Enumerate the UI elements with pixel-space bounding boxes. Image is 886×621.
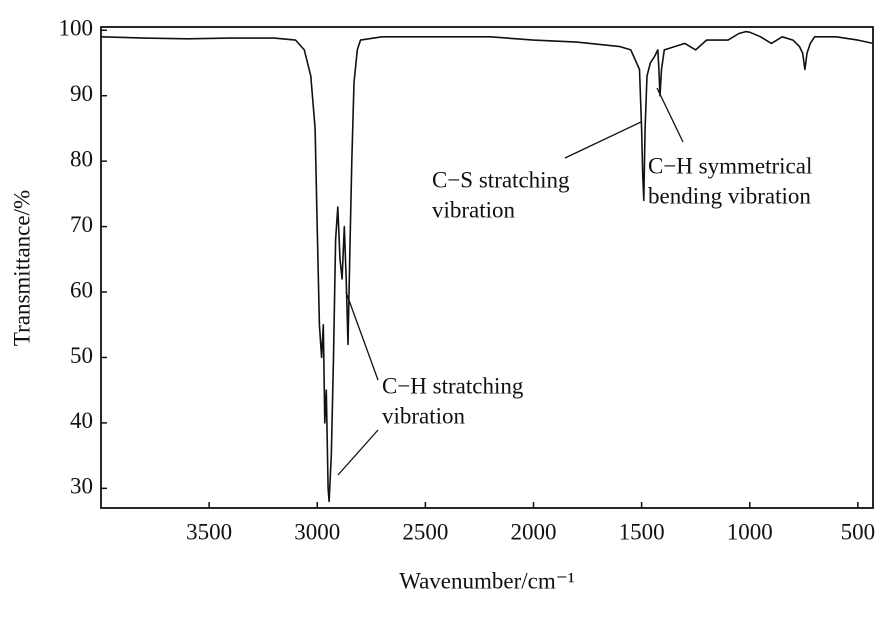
annotation: C−H stratching: [382, 373, 524, 398]
leader-line: [337, 429, 379, 476]
x-tick-label: 3500: [186, 519, 232, 544]
annotation: C−S stratching: [432, 167, 570, 192]
x-tick-label: 2000: [510, 519, 556, 544]
annotation: bending vibration: [648, 183, 811, 208]
x-axis-label: Wavenumber/cm⁻¹: [399, 568, 575, 593]
leader-line: [345, 291, 379, 381]
annotation: vibration: [432, 197, 516, 222]
y-tick-label: 80: [70, 146, 93, 171]
y-tick-label: 30: [70, 474, 93, 499]
y-tick-label: 40: [70, 408, 93, 433]
y-tick-label: 100: [59, 16, 94, 41]
y-tick-label: 50: [70, 343, 93, 368]
x-tick-label: 2500: [402, 519, 448, 544]
y-tick-label: 70: [70, 212, 93, 237]
leader-line: [656, 87, 684, 143]
annotation: vibration: [382, 403, 466, 428]
x-tick-label: 3000: [294, 519, 340, 544]
x-tick-label: 1500: [619, 519, 665, 544]
y-axis-label: Transmittance/%: [9, 190, 34, 346]
y-tick-label: 60: [70, 277, 93, 302]
annotation: C−H symmetrical: [648, 153, 812, 178]
y-tick-label: 90: [70, 81, 93, 106]
leader-line: [564, 121, 642, 159]
x-tick-label: 1000: [727, 519, 773, 544]
plot-frame: [100, 26, 874, 509]
x-tick-label: 500: [841, 519, 876, 544]
spectrum-line: [100, 30, 874, 503]
